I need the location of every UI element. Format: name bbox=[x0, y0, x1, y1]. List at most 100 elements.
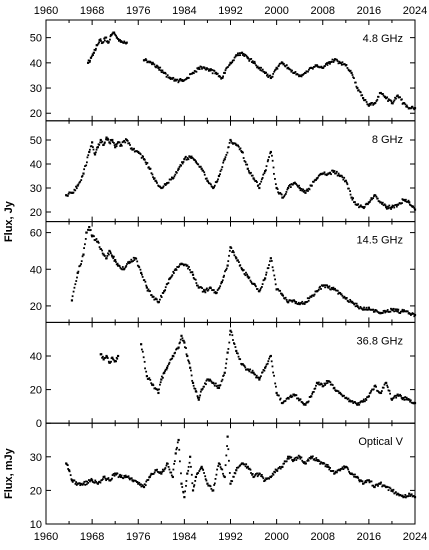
data-points bbox=[65, 136, 417, 211]
data-point bbox=[101, 140, 104, 143]
data-point bbox=[128, 262, 130, 265]
data-point bbox=[342, 178, 345, 181]
data-point bbox=[382, 93, 384, 95]
data-point bbox=[187, 360, 190, 363]
data-point bbox=[228, 341, 231, 344]
data-point bbox=[409, 107, 411, 110]
data-point bbox=[209, 183, 212, 186]
data-point bbox=[100, 141, 103, 144]
data-point bbox=[340, 63, 343, 66]
data-point bbox=[385, 97, 388, 100]
data-point bbox=[329, 467, 331, 469]
data-point bbox=[266, 362, 269, 365]
data-point bbox=[409, 313, 411, 315]
data-point bbox=[322, 385, 325, 387]
data-point bbox=[272, 371, 275, 374]
data-point bbox=[106, 255, 109, 257]
data-point bbox=[323, 382, 326, 385]
data-point bbox=[394, 308, 397, 311]
data-point bbox=[103, 37, 106, 40]
data-point bbox=[274, 471, 277, 474]
data-point bbox=[283, 297, 286, 300]
x-tick-label: 2024 bbox=[403, 531, 427, 543]
data-point bbox=[114, 472, 117, 475]
data-point bbox=[352, 473, 355, 476]
data-point bbox=[207, 180, 210, 183]
data-point bbox=[96, 240, 99, 243]
data-point bbox=[392, 397, 395, 399]
data-point bbox=[221, 166, 224, 168]
data-point bbox=[180, 262, 183, 265]
data-point bbox=[187, 267, 189, 270]
data-point bbox=[167, 181, 170, 184]
data-point bbox=[98, 143, 101, 146]
data-point bbox=[93, 481, 96, 484]
data-point bbox=[405, 396, 408, 399]
data-point bbox=[396, 310, 399, 313]
data-point bbox=[386, 310, 388, 313]
data-point bbox=[307, 299, 310, 302]
data-point bbox=[182, 491, 185, 494]
data-point bbox=[145, 286, 148, 289]
data-point bbox=[290, 70, 293, 73]
data-point bbox=[164, 370, 166, 373]
data-point bbox=[351, 400, 354, 402]
data-point bbox=[388, 99, 391, 102]
data-point bbox=[274, 382, 277, 385]
data-point bbox=[354, 201, 356, 203]
data-point bbox=[191, 381, 195, 384]
data-point bbox=[210, 488, 213, 490]
data-point bbox=[140, 156, 143, 159]
data-point bbox=[162, 292, 165, 294]
data-point bbox=[310, 66, 313, 69]
data-point bbox=[228, 254, 230, 257]
data-point bbox=[307, 70, 309, 73]
data-point bbox=[153, 63, 156, 66]
data-point bbox=[255, 285, 257, 288]
data-point bbox=[367, 308, 369, 311]
data-point bbox=[93, 153, 97, 156]
data-point bbox=[139, 153, 142, 156]
data-point bbox=[304, 71, 307, 75]
x-tick-label: 1968 bbox=[80, 531, 104, 543]
data-point bbox=[300, 301, 303, 304]
data-point bbox=[354, 302, 356, 305]
data-point bbox=[246, 167, 249, 170]
data-point bbox=[194, 160, 198, 163]
data-point bbox=[65, 194, 68, 197]
data-point bbox=[195, 162, 198, 164]
data-point bbox=[384, 95, 387, 98]
x-tick-label: 1984 bbox=[172, 5, 196, 17]
data-point bbox=[332, 470, 335, 472]
data-point bbox=[203, 173, 206, 176]
data-point bbox=[111, 255, 114, 258]
data-point bbox=[181, 339, 184, 342]
data-point bbox=[258, 290, 261, 293]
data-point bbox=[386, 96, 389, 99]
data-point bbox=[390, 100, 393, 103]
data-point bbox=[369, 200, 371, 203]
data-point bbox=[343, 63, 346, 66]
data-point bbox=[229, 138, 232, 142]
data-point bbox=[404, 496, 407, 499]
data-point bbox=[94, 479, 97, 482]
data-point bbox=[379, 482, 382, 485]
data-point bbox=[174, 351, 177, 354]
data-point bbox=[143, 279, 146, 281]
data-point bbox=[102, 143, 105, 146]
data-point bbox=[283, 195, 286, 198]
data-point bbox=[174, 173, 177, 176]
data-point bbox=[120, 40, 123, 42]
data-point bbox=[253, 282, 256, 285]
data-point bbox=[271, 266, 274, 269]
data-point bbox=[368, 481, 371, 484]
data-point bbox=[272, 269, 275, 272]
data-point bbox=[392, 100, 395, 103]
data-point bbox=[278, 289, 281, 292]
data-point bbox=[163, 468, 166, 471]
data-point bbox=[330, 288, 332, 291]
data-point bbox=[178, 265, 181, 268]
data-point bbox=[286, 457, 289, 460]
data-point bbox=[183, 346, 186, 349]
data-point bbox=[287, 66, 290, 69]
